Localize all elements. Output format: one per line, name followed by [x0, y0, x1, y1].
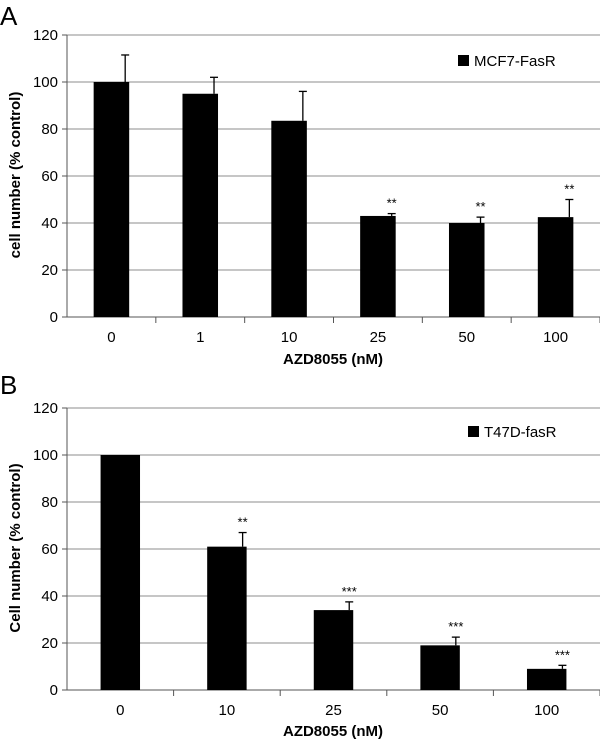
x-tick-label: 50 — [432, 702, 449, 719]
x-tick-label: 25 — [325, 702, 342, 719]
bars-a — [93, 82, 574, 318]
bar — [182, 93, 219, 317]
legend-label-a: MCF7-FasR — [474, 53, 556, 70]
significance-marks-a: ** ** ** — [387, 182, 575, 215]
y-tick-label: 120 — [33, 27, 58, 44]
bar — [207, 546, 247, 690]
gridlines-a — [62, 34, 600, 323]
x-tick-label: 25 — [370, 329, 387, 346]
significance-marks-b: *********** — [238, 515, 570, 663]
significance-mark: ** — [475, 199, 485, 214]
bar — [537, 217, 574, 317]
y-tick-label: 80 — [41, 494, 58, 511]
bar — [100, 455, 141, 690]
y-tick-label: 0 — [50, 309, 58, 326]
y-tick-label: 60 — [41, 541, 58, 558]
legend-b: T47D-fasR — [468, 424, 557, 441]
bar — [93, 82, 130, 317]
bars-b — [100, 455, 567, 690]
panel-label-a: A — [0, 1, 18, 31]
x-tick-labels-a: 0 1 10 25 50 100 — [107, 329, 568, 346]
legend-swatch-a — [458, 55, 469, 66]
bar — [271, 120, 307, 318]
x-tick-label: 0 — [107, 329, 115, 346]
x-axis-label-b: AZD8055 (nM) — [283, 723, 383, 740]
significance-mark: *** — [342, 584, 357, 599]
significance-mark: *** — [448, 619, 463, 634]
significance-mark: ** — [238, 515, 248, 530]
chart-panel-a: A ** ** ** 0 20 40 60 80 100 120 0 1 10 25 50 100 cel… — [0, 1, 600, 368]
x-tick-labels-b: 0 10 25 50 100 — [116, 702, 559, 719]
y-tick-labels-b: 0 20 40 60 80 100 120 — [33, 400, 58, 699]
y-tick-label: 40 — [41, 215, 58, 232]
x-tick-label: 10 — [219, 702, 236, 719]
y-tick-label: 40 — [41, 588, 58, 605]
y-tick-label: 100 — [33, 447, 58, 464]
significance-mark: *** — [555, 647, 570, 662]
x-tick-label: 100 — [543, 329, 568, 346]
y-tick-label: 80 — [41, 121, 58, 138]
x-tick-label: 1 — [196, 329, 204, 346]
y-axis-label-a: cell number (% control) — [7, 92, 24, 259]
y-axis-label-b: Cell number (% control) — [7, 463, 24, 632]
bar — [360, 215, 396, 317]
x-tick-label: 0 — [116, 702, 124, 719]
x-axis-label-a: AZD8055 (nM) — [283, 351, 383, 368]
significance-mark: ** — [387, 196, 397, 211]
error-bars-a — [121, 54, 574, 223]
significance-mark: ** — [564, 182, 574, 197]
bar — [313, 610, 354, 690]
y-tick-label: 0 — [50, 682, 58, 699]
x-tick-label: 10 — [281, 329, 298, 346]
panel-label-b: B — [0, 370, 17, 400]
bar — [526, 668, 567, 690]
bar — [420, 645, 460, 690]
error-bars-b — [238, 531, 567, 669]
legend-swatch-b — [468, 426, 479, 437]
legend-label-b: T47D-fasR — [484, 424, 557, 441]
y-tick-label: 60 — [41, 168, 58, 185]
y-tick-labels-a: 0 20 40 60 80 100 120 — [33, 27, 58, 326]
y-tick-label: 120 — [33, 400, 58, 417]
x-tick-label: 100 — [534, 702, 559, 719]
bar — [448, 223, 485, 317]
legend-a: MCF7-FasR — [458, 53, 556, 70]
y-tick-label: 100 — [33, 74, 58, 91]
y-tick-label: 20 — [41, 262, 58, 279]
y-tick-label: 20 — [41, 635, 58, 652]
x-tick-label: 50 — [458, 329, 475, 346]
